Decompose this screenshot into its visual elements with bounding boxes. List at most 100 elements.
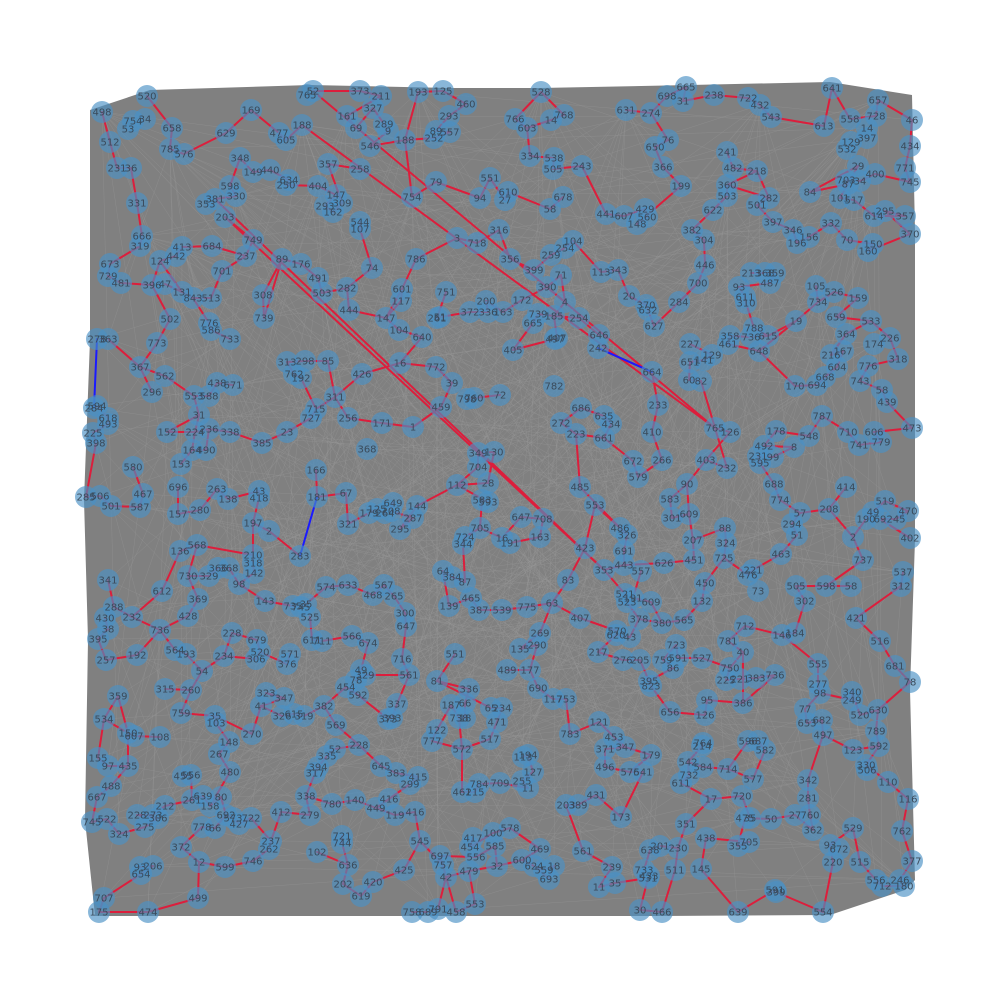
- mesh-edge: [643, 869, 901, 881]
- graph-node: [275, 174, 297, 196]
- graph-node: [747, 580, 769, 602]
- graph-node: [899, 135, 921, 157]
- node-label: 175: [89, 908, 108, 919]
- graph-node: [811, 405, 833, 427]
- node-label: 661: [594, 434, 613, 445]
- graph-node: [759, 272, 781, 294]
- node-label: 377: [902, 857, 921, 868]
- node-label: 730: [178, 572, 197, 583]
- node-label: 517: [480, 735, 499, 746]
- node-label: 30: [634, 906, 647, 917]
- node-label: 585: [485, 842, 504, 853]
- graph-node: [338, 299, 360, 321]
- mesh-edge: [139, 817, 746, 868]
- graph-node: [429, 306, 451, 328]
- node-label: 36: [125, 164, 138, 175]
- node-label: 58: [845, 582, 858, 593]
- node-label: 40: [737, 648, 750, 659]
- node-label: 199: [671, 182, 690, 193]
- node-label: 543: [761, 113, 780, 124]
- graph-node: [732, 641, 754, 663]
- mesh-edge: [346, 115, 562, 276]
- node-label: 737: [853, 556, 872, 567]
- node-label: 364: [836, 330, 855, 341]
- mesh-edge: [470, 384, 818, 599]
- graph-node: [735, 292, 757, 314]
- node-label: 750: [720, 664, 739, 675]
- graph-node: [291, 114, 313, 136]
- node-label: 451: [684, 556, 703, 567]
- mesh-edge: [498, 114, 565, 231]
- graph-node: [394, 129, 416, 151]
- graph-node: [569, 476, 591, 498]
- mesh-edge: [180, 463, 726, 529]
- node-label: 46: [906, 116, 919, 127]
- node-label: 533: [861, 317, 880, 328]
- node-label: 823: [641, 682, 660, 693]
- node-label: 191: [500, 539, 519, 550]
- node-label: 622: [703, 206, 722, 217]
- graph-node: [842, 526, 864, 548]
- graph-node: [899, 223, 921, 245]
- mesh-edge: [726, 195, 731, 433]
- node-label: 772: [426, 363, 445, 374]
- node-label: 259: [541, 251, 560, 262]
- node-label: 577: [743, 775, 762, 786]
- node-label: 435: [118, 762, 137, 773]
- node-label: 311: [325, 393, 344, 404]
- node-label: 157: [168, 510, 187, 521]
- node-label: 712: [735, 622, 754, 633]
- node-label: 741: [849, 441, 868, 452]
- node-label: 125: [433, 87, 452, 98]
- graph-node: [825, 306, 847, 328]
- node-label: 505: [543, 165, 562, 176]
- mesh-edge: [632, 304, 647, 599]
- node-label: 553: [585, 501, 604, 512]
- node-label: 471: [487, 718, 506, 729]
- mesh-edge: [816, 384, 877, 881]
- node-label: 467: [133, 490, 152, 501]
- graph-node: [821, 77, 843, 99]
- node-label: 50: [765, 815, 778, 826]
- node-label: 463: [771, 550, 790, 561]
- node-label: 293: [439, 112, 458, 123]
- node-label: 89: [276, 255, 289, 266]
- node-label: 768: [554, 111, 573, 122]
- node-label: 308: [253, 291, 272, 302]
- node-label: 745: [900, 178, 919, 189]
- node-label: 630: [868, 706, 887, 717]
- graph-node: [809, 682, 831, 704]
- node-label: 116: [898, 795, 917, 806]
- graph-node: [703, 84, 725, 106]
- node-label: 212: [155, 802, 174, 813]
- node-label: 599: [215, 863, 234, 874]
- mesh-edge: [393, 595, 831, 846]
- node-layer: [75, 76, 923, 923]
- graph-node: [894, 205, 916, 227]
- mesh-edge: [546, 286, 782, 555]
- graph-node: [863, 205, 885, 227]
- graph-node: [839, 108, 861, 130]
- node-label: 672: [829, 845, 848, 856]
- node-label: 526: [824, 288, 843, 299]
- node-label: 497: [545, 335, 564, 346]
- node-label: 693: [539, 875, 558, 886]
- node-label: 751: [436, 288, 455, 299]
- graph-node: [446, 227, 468, 249]
- node-label: 173: [611, 813, 630, 824]
- node-label: 534: [94, 715, 113, 726]
- graph-node: [641, 421, 663, 443]
- graph-node: [678, 503, 700, 525]
- node-label: 548: [799, 432, 818, 443]
- graph-node: [570, 397, 592, 419]
- node-label: 758: [402, 908, 421, 919]
- node-label: 674: [358, 639, 377, 650]
- node-label: 72: [494, 391, 507, 402]
- graph-node: [737, 564, 759, 586]
- node-label: 701: [212, 267, 231, 278]
- node-label: 569: [326, 721, 345, 732]
- graph-node: [901, 109, 923, 131]
- node-label: 16: [394, 359, 407, 370]
- node-label: 459: [431, 403, 450, 414]
